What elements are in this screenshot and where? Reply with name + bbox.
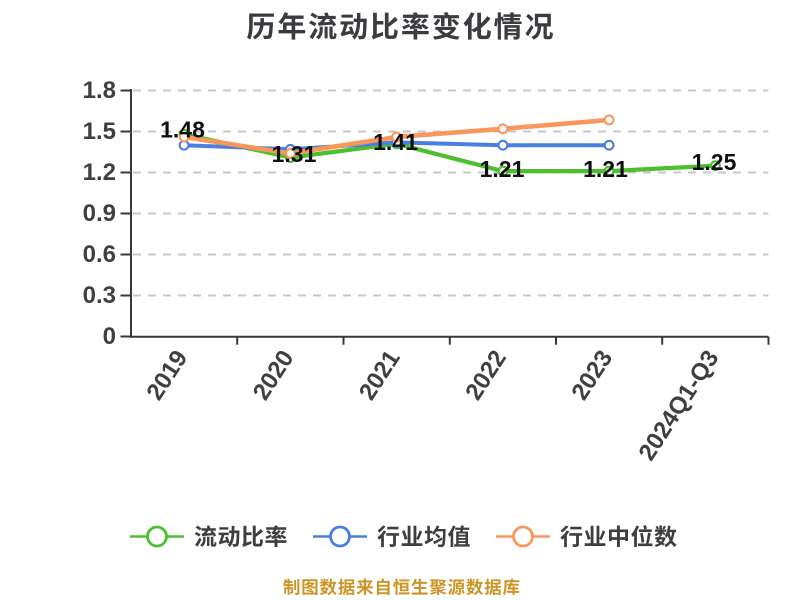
svg-text:0.9: 0.9 [83,200,116,227]
svg-text:1.5: 1.5 [83,118,116,145]
svg-text:1.2: 1.2 [83,159,116,186]
svg-text:1.25: 1.25 [692,149,737,175]
svg-text:1.41: 1.41 [373,129,418,155]
svg-text:1.31: 1.31 [272,141,317,167]
svg-text:0.3: 0.3 [83,282,116,309]
svg-text:0.6: 0.6 [83,241,116,268]
svg-text:1.48: 1.48 [160,117,205,143]
svg-text:0: 0 [103,323,116,350]
svg-text:1.21: 1.21 [583,156,628,182]
svg-text:1.8: 1.8 [83,77,116,104]
svg-text:1.21: 1.21 [480,156,525,182]
